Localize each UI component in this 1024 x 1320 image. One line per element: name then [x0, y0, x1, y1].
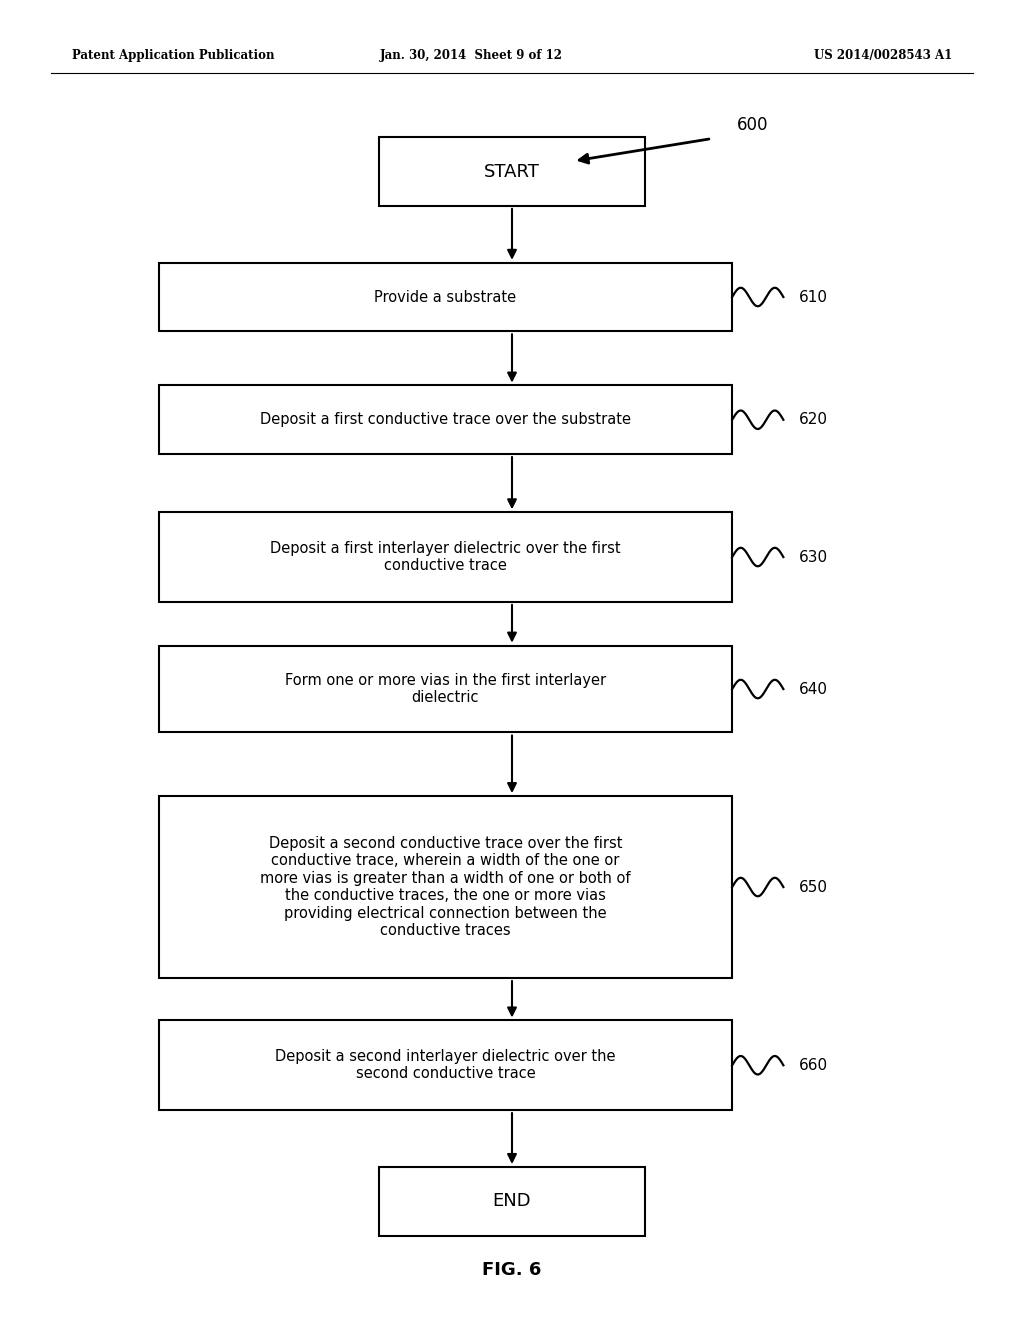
FancyBboxPatch shape	[159, 1020, 732, 1110]
Text: END: END	[493, 1192, 531, 1210]
Text: Jan. 30, 2014  Sheet 9 of 12: Jan. 30, 2014 Sheet 9 of 12	[380, 49, 562, 62]
Text: 620: 620	[799, 412, 827, 428]
Text: 640: 640	[799, 681, 827, 697]
Text: 660: 660	[799, 1057, 827, 1073]
FancyBboxPatch shape	[379, 1167, 645, 1236]
Text: Patent Application Publication: Patent Application Publication	[72, 49, 274, 62]
FancyBboxPatch shape	[379, 137, 645, 206]
FancyBboxPatch shape	[159, 796, 732, 978]
Text: 650: 650	[799, 879, 827, 895]
Text: 630: 630	[799, 549, 827, 565]
Text: Provide a substrate: Provide a substrate	[375, 289, 516, 305]
FancyBboxPatch shape	[159, 647, 732, 731]
Text: Deposit a second interlayer dielectric over the
second conductive trace: Deposit a second interlayer dielectric o…	[275, 1049, 615, 1081]
Text: 610: 610	[799, 289, 827, 305]
Text: FIG. 6: FIG. 6	[482, 1261, 542, 1279]
Text: Deposit a first interlayer dielectric over the first
conductive trace: Deposit a first interlayer dielectric ov…	[270, 541, 621, 573]
FancyBboxPatch shape	[159, 385, 732, 454]
Text: Form one or more vias in the first interlayer
dielectric: Form one or more vias in the first inter…	[285, 673, 606, 705]
FancyBboxPatch shape	[159, 512, 732, 602]
Text: Deposit a first conductive trace over the substrate: Deposit a first conductive trace over th…	[260, 412, 631, 428]
Text: START: START	[484, 162, 540, 181]
Text: Deposit a second conductive trace over the first
conductive trace, wherein a wid: Deposit a second conductive trace over t…	[260, 836, 631, 939]
Text: US 2014/0028543 A1: US 2014/0028543 A1	[814, 49, 952, 62]
Text: 600: 600	[737, 116, 769, 135]
FancyBboxPatch shape	[159, 263, 732, 331]
